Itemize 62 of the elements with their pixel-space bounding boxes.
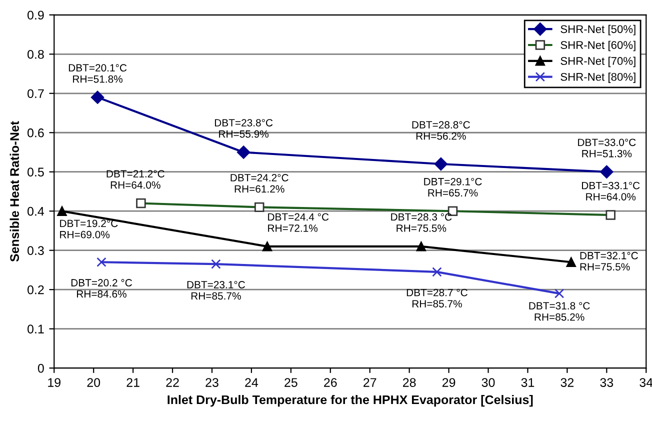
y-tick-label: 0.9 xyxy=(28,10,44,20)
point xyxy=(211,259,221,269)
x-tick-label: 33 xyxy=(600,378,614,387)
x-tick-label: 22 xyxy=(166,378,179,387)
point xyxy=(566,257,576,267)
point xyxy=(254,202,264,212)
x-tick-label: 31 xyxy=(521,378,534,387)
annotation: DBT=20.2 °C RH=84.6% xyxy=(71,279,132,298)
x-tick-label: 29 xyxy=(442,378,456,387)
legend-label: SHR-Net [80%] xyxy=(560,72,636,84)
x-tick-label: 20 xyxy=(87,378,100,387)
x-tick-label: 27 xyxy=(364,378,376,387)
annotation: DBT=33.0°C RH=51.3% xyxy=(578,138,636,158)
x-tick-label: 28 xyxy=(403,378,416,387)
point xyxy=(600,165,614,178)
y-tick-label: 0.3 xyxy=(28,246,44,255)
point xyxy=(262,242,272,252)
annotation: DBT=23.1°C RH=85.7% xyxy=(187,281,245,300)
annotation: DBT=28.3 °C RH=75.5% xyxy=(391,213,452,232)
y-tick-label: 0.7 xyxy=(28,89,44,98)
legend-label: SHR-Net [50%] xyxy=(560,24,636,36)
annotation: DBT=29.1°C RH=65.7% xyxy=(424,178,482,197)
x-axis-title: Inlet Dry-Bulb Temperature for the HPHX Evaporator [Celsius] xyxy=(168,394,533,407)
y-tick-label: 0 xyxy=(38,364,44,373)
point xyxy=(554,288,564,298)
point xyxy=(236,146,250,159)
x-tick-label: 26 xyxy=(324,378,337,387)
x-tick-label: 19 xyxy=(48,378,60,387)
point xyxy=(96,257,106,267)
y-tick-label: 0.5 xyxy=(28,168,44,177)
y-tick-label: 0.2 xyxy=(28,285,44,294)
x-tick-label: 30 xyxy=(482,378,495,387)
annotation: DBT=31.8 °C RH=85.2% xyxy=(529,302,590,321)
annotation: DBT=23.8°C RH=55.9% xyxy=(214,119,273,138)
x-tick-label: 23 xyxy=(206,378,218,387)
x-tick-label: 25 xyxy=(284,378,298,387)
annotation: DBT=28.8°C RH=56.2% xyxy=(412,121,470,140)
y-axis-title: Sensible Heat Ratio-Net xyxy=(10,121,19,262)
y-tick-label: 0.4 xyxy=(28,206,44,216)
x-tick-label: 32 xyxy=(560,378,574,387)
x-tick-label: 21 xyxy=(126,378,140,387)
point xyxy=(606,210,616,220)
annotation: DBT=24.4 °C RH=72.1% xyxy=(268,213,329,232)
y-tick-label: 0.8 xyxy=(28,50,44,59)
annotation: DBT=28.7 °C RH=85.7% xyxy=(406,288,468,308)
point xyxy=(432,267,442,277)
legend-label: SHR-Net [60%] xyxy=(560,40,636,52)
point xyxy=(136,198,146,208)
point xyxy=(57,206,67,216)
legend-label: SHR-Net [70%] xyxy=(560,56,636,68)
annotation: DBT=21.2°C RH=64.0% xyxy=(106,170,164,189)
y-tick-label: 0.6 xyxy=(28,128,44,138)
annotation: DBT=32.1°C RH=75.5% xyxy=(580,252,638,271)
x-tick-label: 24 xyxy=(245,378,258,387)
point xyxy=(434,157,448,171)
annotation: DBT=20.1°C RH=51.8% xyxy=(68,64,127,83)
point xyxy=(90,90,104,104)
y-tick-label: 0.1 xyxy=(28,324,44,334)
annotation: DBT=24.2°C RH=61.2% xyxy=(230,174,288,193)
annotation: DBT=33.1°C RH=64.0% xyxy=(582,182,640,200)
point xyxy=(416,242,426,252)
annotation: DBT=19.2°C RH=69.0% xyxy=(60,220,118,238)
